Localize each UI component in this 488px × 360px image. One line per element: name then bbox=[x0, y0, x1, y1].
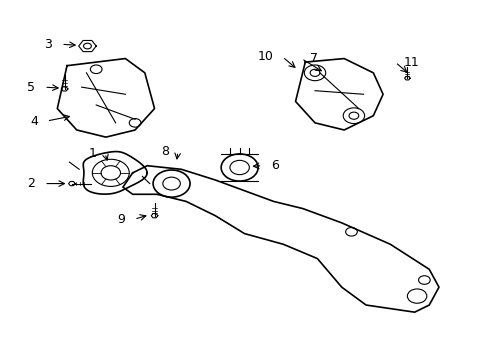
Text: 3: 3 bbox=[44, 38, 52, 51]
Text: 5: 5 bbox=[27, 81, 35, 94]
Text: 7: 7 bbox=[309, 52, 318, 65]
Text: 11: 11 bbox=[403, 55, 419, 69]
Text: 8: 8 bbox=[161, 145, 169, 158]
Text: 9: 9 bbox=[117, 213, 125, 226]
Text: 6: 6 bbox=[271, 159, 279, 172]
Text: 1: 1 bbox=[88, 147, 96, 160]
Text: 2: 2 bbox=[27, 177, 35, 190]
Text: 4: 4 bbox=[30, 114, 38, 127]
Text: 10: 10 bbox=[257, 50, 273, 63]
